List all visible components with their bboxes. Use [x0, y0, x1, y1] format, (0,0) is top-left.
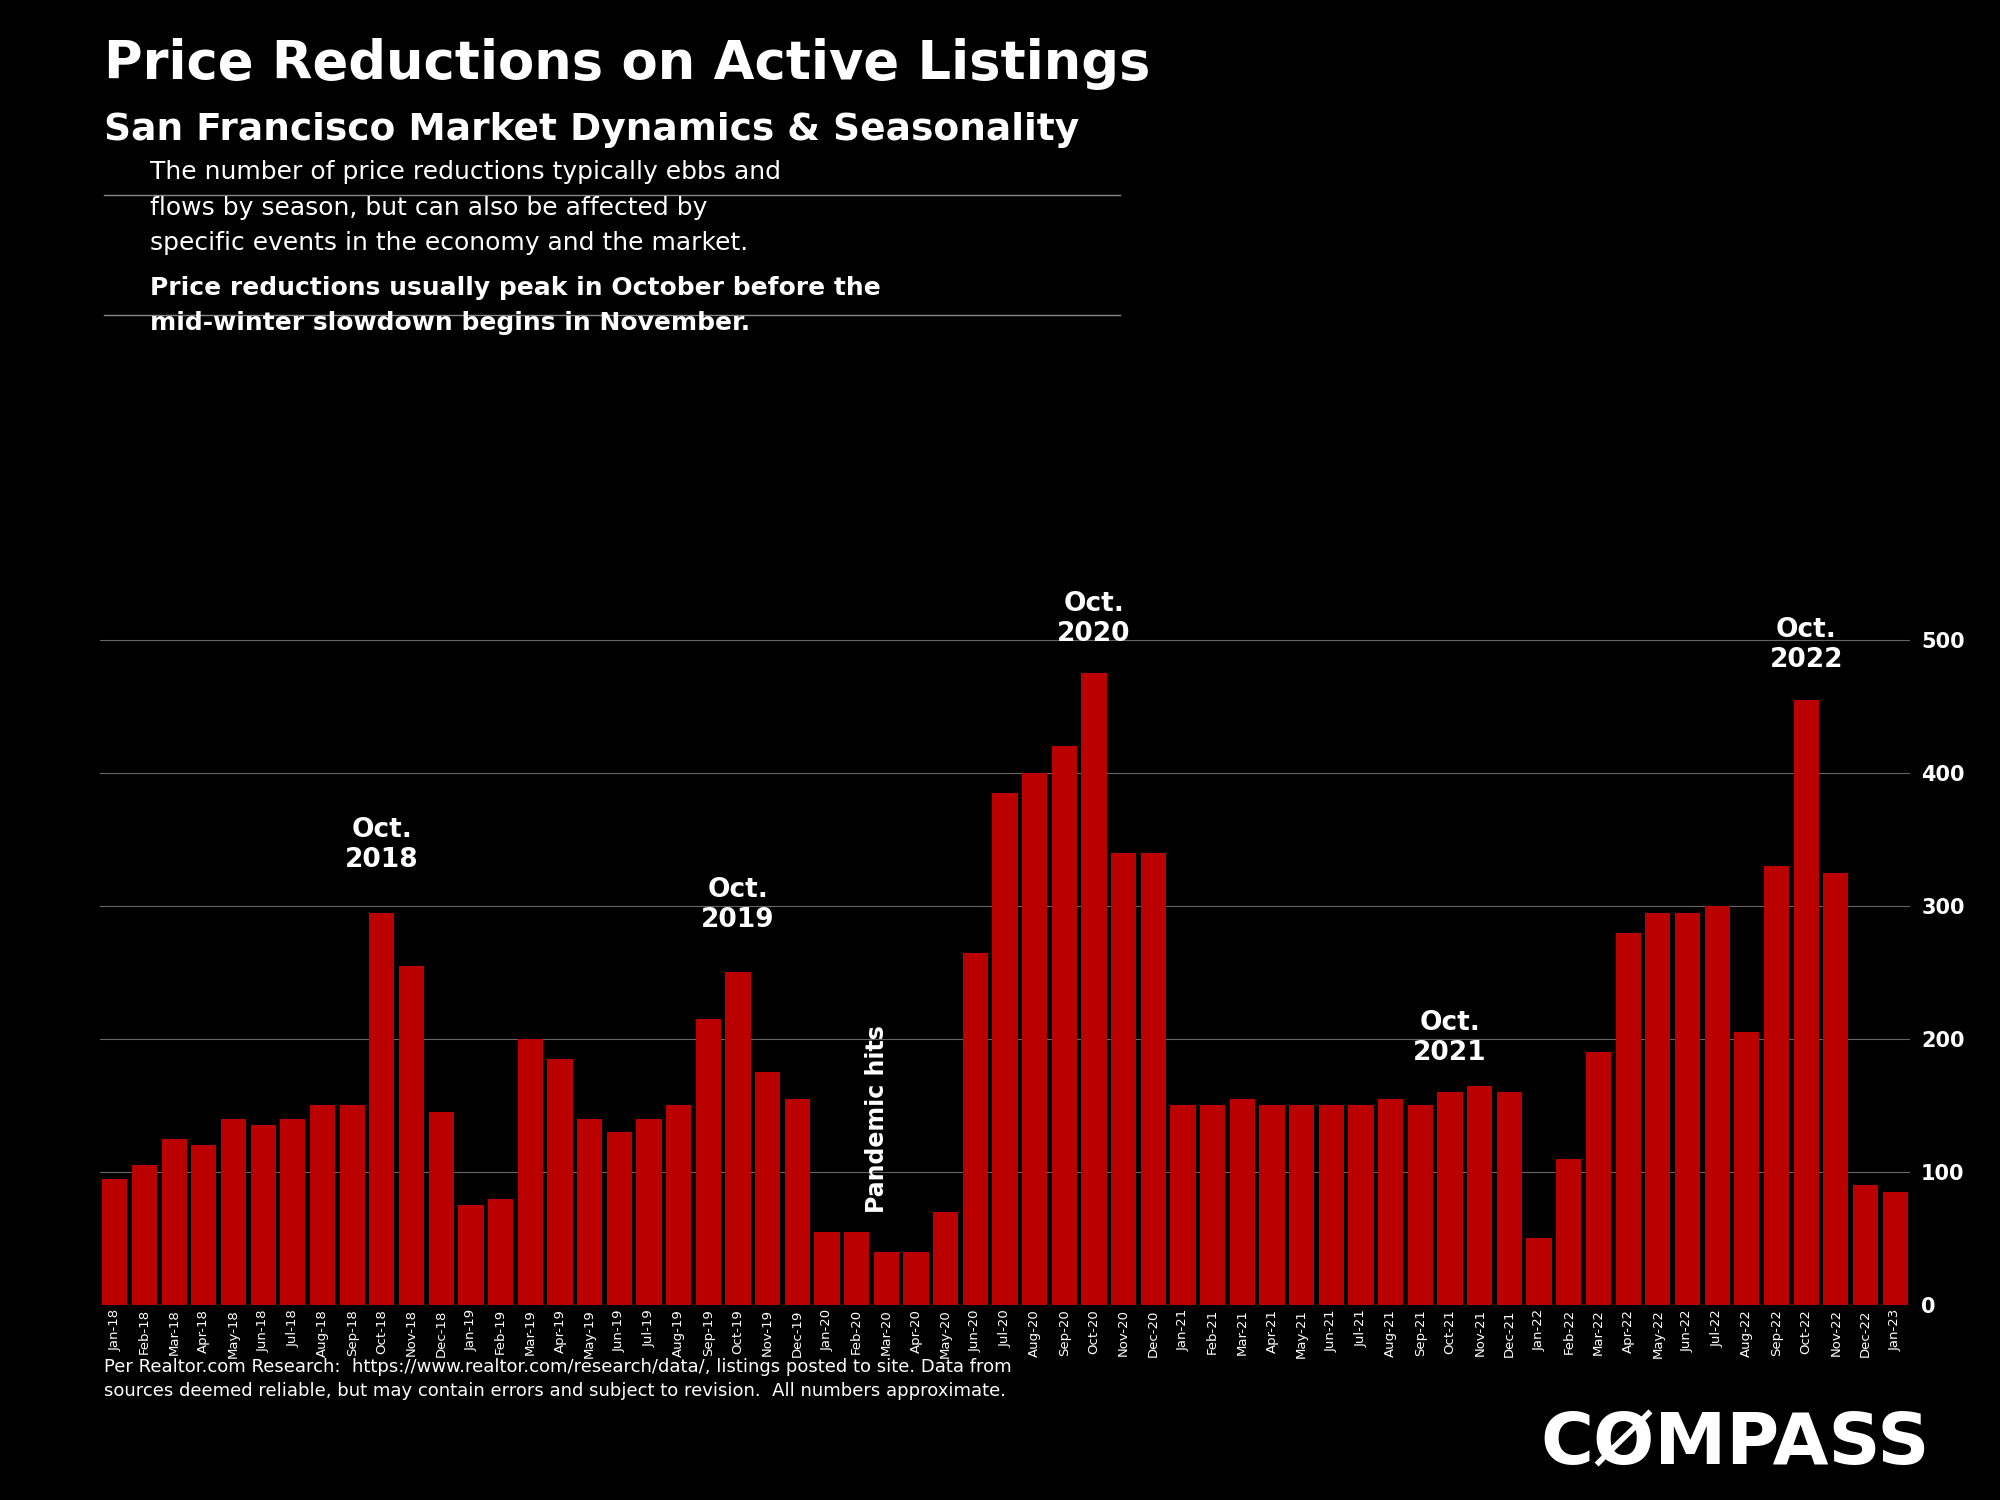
- Text: Oct.
2020: Oct. 2020: [1058, 591, 1130, 646]
- Bar: [1200, 1106, 1226, 1305]
- Text: Oct.
2018: Oct. 2018: [346, 816, 418, 873]
- Bar: [250, 1125, 276, 1305]
- Bar: [1824, 873, 1848, 1305]
- Text: San Francisco Market Dynamics & Seasonality: San Francisco Market Dynamics & Seasonal…: [104, 112, 1080, 148]
- Bar: [1260, 1106, 1284, 1305]
- Bar: [1496, 1092, 1522, 1305]
- Bar: [1764, 865, 1790, 1305]
- Bar: [280, 1119, 306, 1305]
- Text: CØMPASS: CØMPASS: [1540, 1410, 1930, 1479]
- Bar: [784, 1100, 810, 1305]
- Bar: [1734, 1032, 1760, 1305]
- Bar: [756, 1072, 780, 1305]
- Bar: [458, 1204, 484, 1305]
- Bar: [162, 1138, 186, 1305]
- Bar: [1616, 933, 1640, 1305]
- Bar: [726, 972, 750, 1305]
- Bar: [934, 1212, 958, 1305]
- Text: Oct.
2021: Oct. 2021: [1414, 1010, 1486, 1065]
- Bar: [398, 966, 424, 1305]
- Bar: [518, 1040, 542, 1305]
- Bar: [220, 1119, 246, 1305]
- Bar: [192, 1146, 216, 1305]
- Bar: [1704, 906, 1730, 1305]
- Bar: [1438, 1092, 1462, 1305]
- Bar: [1468, 1086, 1492, 1305]
- Bar: [874, 1252, 898, 1305]
- Bar: [1378, 1100, 1404, 1305]
- Bar: [992, 794, 1018, 1305]
- Bar: [132, 1166, 158, 1305]
- Bar: [1586, 1053, 1612, 1305]
- Bar: [1646, 912, 1670, 1305]
- Text: Price reductions usually peak in October before the
mid-winter slowdown begins i: Price reductions usually peak in October…: [150, 276, 880, 336]
- Bar: [1082, 674, 1106, 1305]
- Bar: [1556, 1158, 1582, 1305]
- Text: Oct.
2022: Oct. 2022: [1770, 616, 1842, 674]
- Bar: [1348, 1106, 1374, 1305]
- Text: Oct.
2019: Oct. 2019: [702, 876, 774, 933]
- Bar: [548, 1059, 572, 1305]
- Bar: [1170, 1106, 1196, 1305]
- Text: Per Realtor.com Research:  https://www.realtor.com/research/data/, listings post: Per Realtor.com Research: https://www.re…: [104, 1358, 1012, 1401]
- Bar: [1882, 1192, 1908, 1305]
- Bar: [340, 1106, 364, 1305]
- Bar: [1022, 772, 1048, 1305]
- Text: Price Reductions on Active Listings: Price Reductions on Active Listings: [104, 38, 1150, 90]
- Bar: [370, 912, 394, 1305]
- Bar: [1112, 852, 1136, 1305]
- Bar: [666, 1106, 692, 1305]
- Bar: [310, 1106, 336, 1305]
- Bar: [814, 1232, 840, 1305]
- Bar: [428, 1112, 454, 1305]
- Bar: [636, 1119, 662, 1305]
- Bar: [1052, 747, 1076, 1305]
- Bar: [1290, 1106, 1314, 1305]
- Bar: [1408, 1106, 1434, 1305]
- Bar: [606, 1132, 632, 1305]
- Text: The number of price reductions typically ebbs and
flows by season, but can also : The number of price reductions typically…: [150, 160, 780, 255]
- Bar: [1852, 1185, 1878, 1305]
- Bar: [844, 1232, 870, 1305]
- Bar: [102, 1179, 128, 1305]
- Bar: [1674, 912, 1700, 1305]
- Bar: [1794, 700, 1818, 1305]
- Bar: [488, 1198, 514, 1305]
- Bar: [904, 1252, 928, 1305]
- Bar: [696, 1019, 720, 1305]
- Bar: [576, 1119, 602, 1305]
- Bar: [962, 952, 988, 1305]
- Bar: [1526, 1239, 1552, 1305]
- Bar: [1318, 1106, 1344, 1305]
- Bar: [1140, 852, 1166, 1305]
- Bar: [1230, 1100, 1254, 1305]
- Text: Pandemic hits: Pandemic hits: [866, 1024, 890, 1212]
